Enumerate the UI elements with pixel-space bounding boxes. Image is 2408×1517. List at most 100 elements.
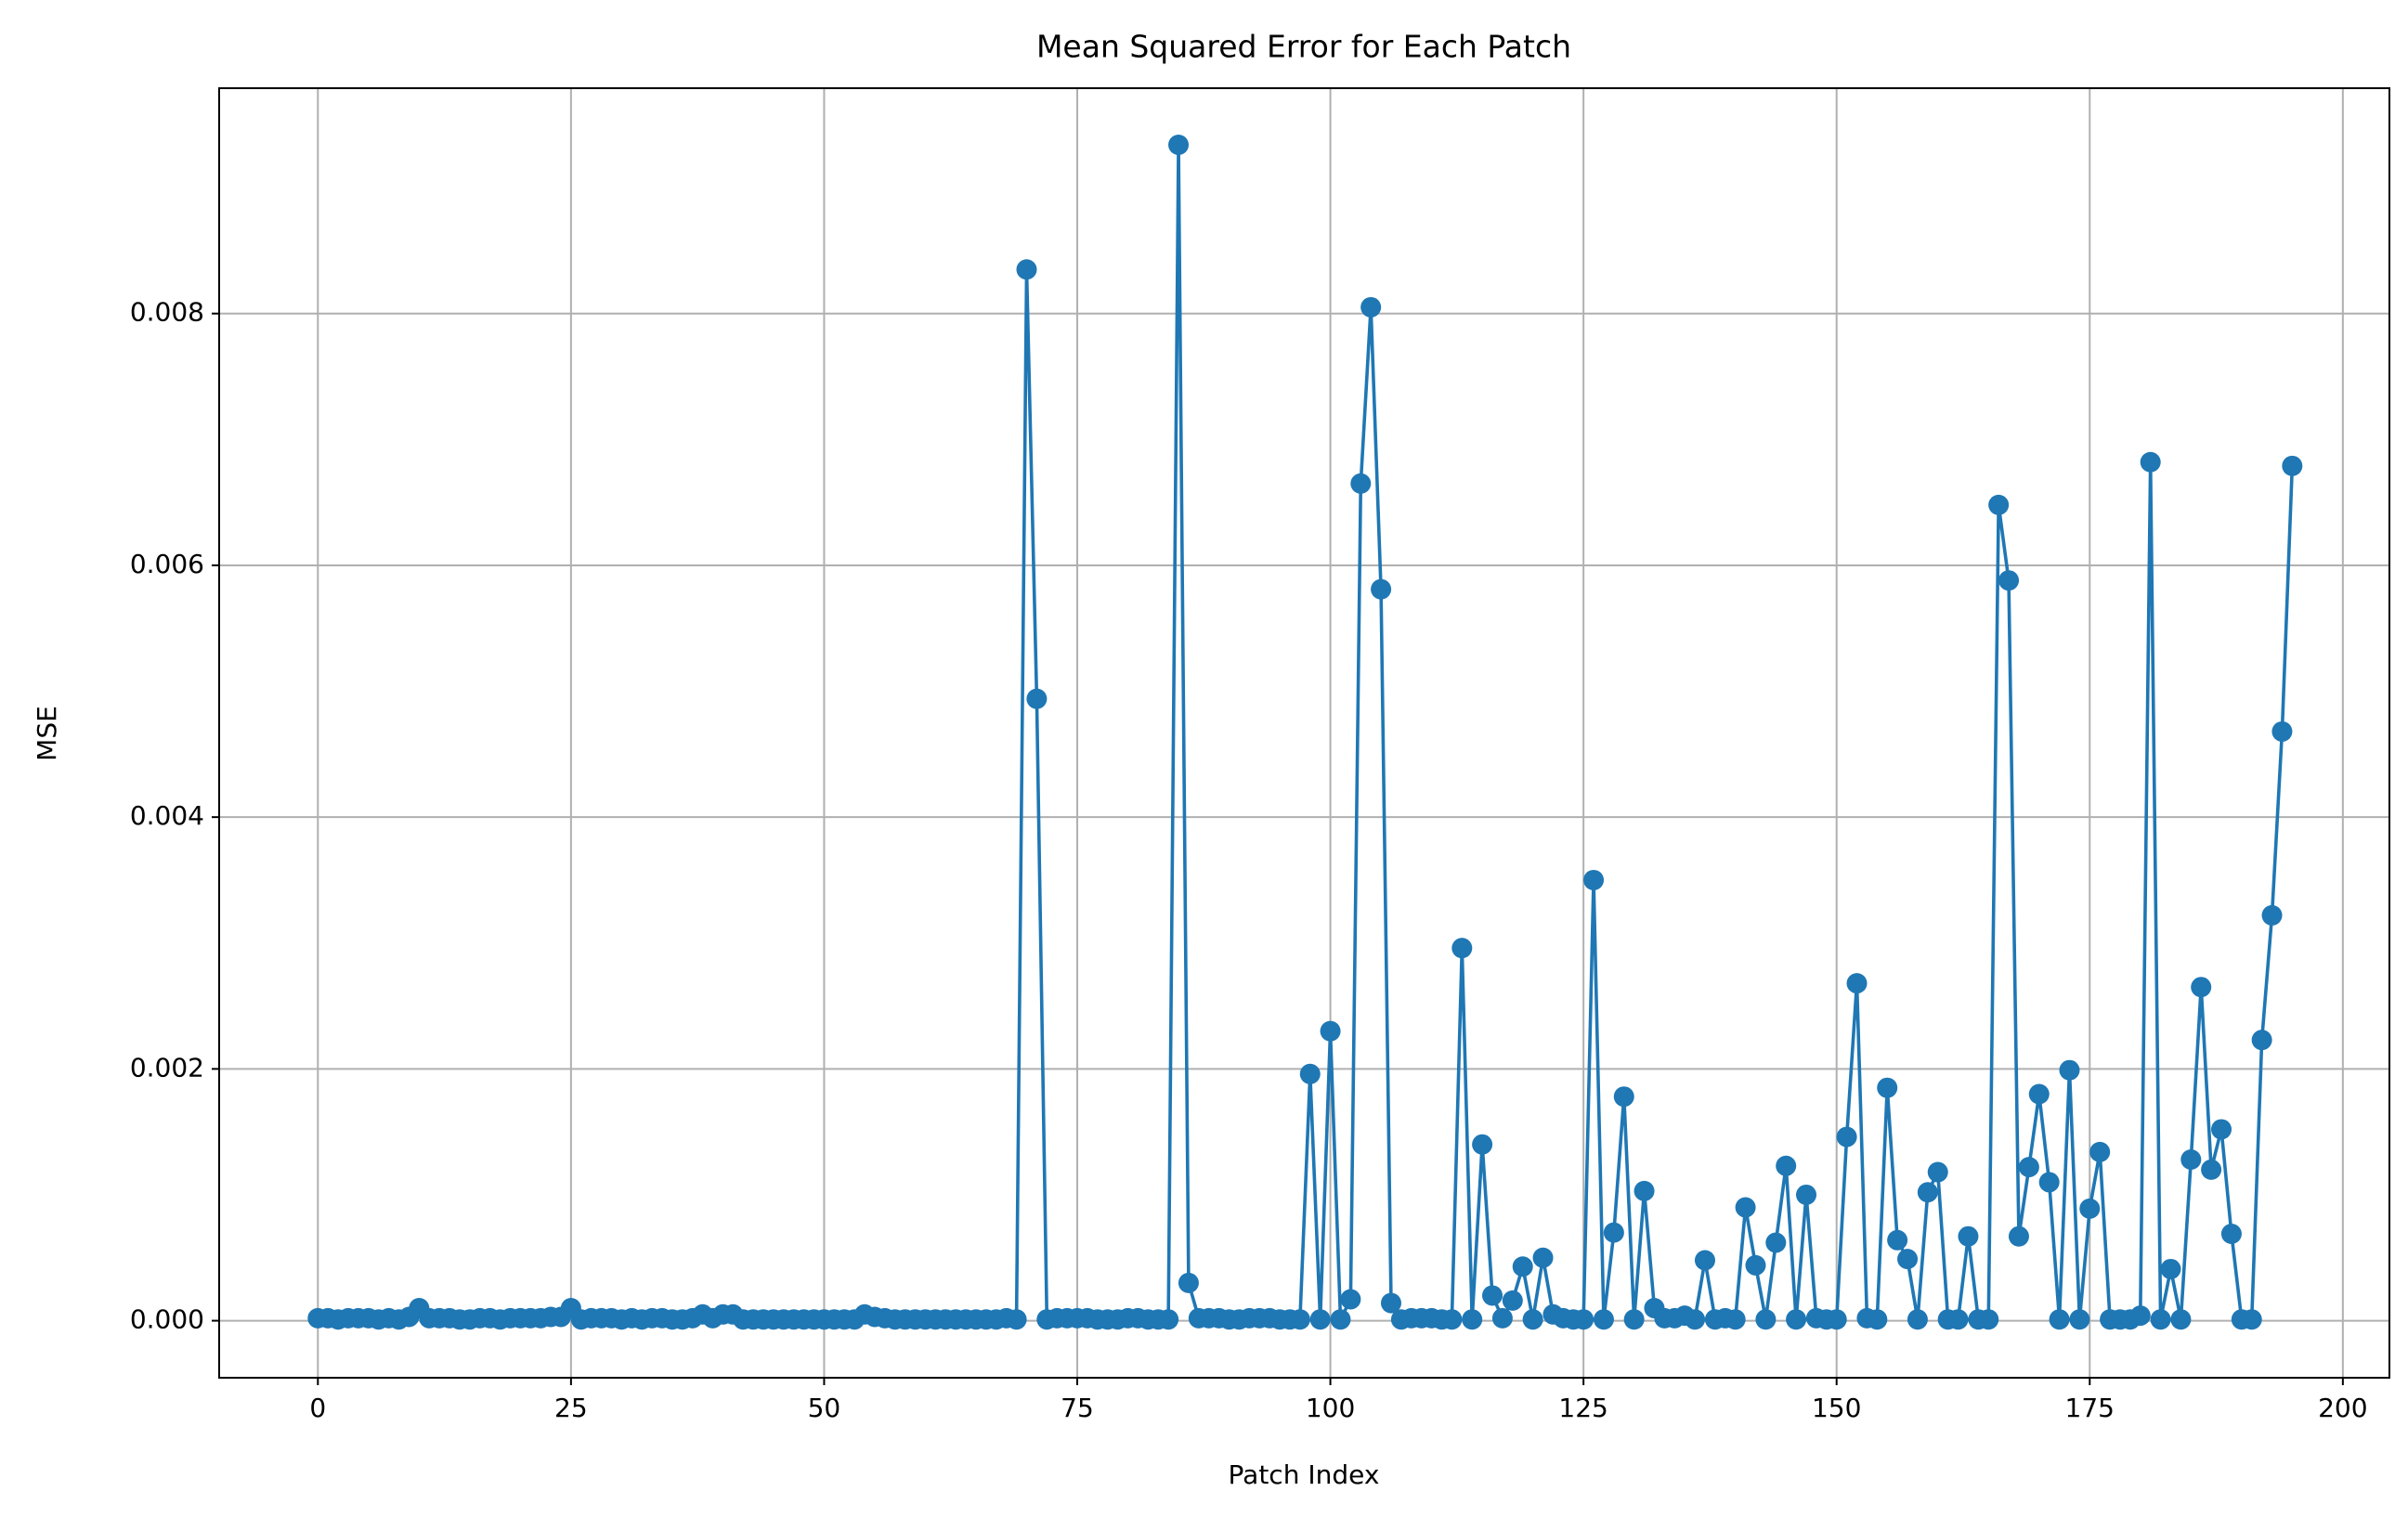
data-point <box>1380 1292 1401 1314</box>
data-point <box>2160 1258 2181 1279</box>
data-point <box>1532 1247 1554 1268</box>
data-point <box>1462 1309 1483 1330</box>
data-point <box>2129 1305 2151 1327</box>
data-point <box>1786 1309 1807 1330</box>
data-point <box>2150 1309 2171 1330</box>
data-point <box>1482 1285 1503 1306</box>
data-point <box>1846 973 1868 994</box>
data-point <box>1340 1289 1361 1310</box>
data-point <box>2038 1172 2060 1193</box>
data-point <box>1168 135 1190 156</box>
data-point <box>1603 1222 1624 1243</box>
data-point <box>2170 1309 2192 1330</box>
x-tick-label: 75 <box>1061 1393 1094 1423</box>
x-tick-label: 175 <box>2065 1393 2115 1423</box>
data-point <box>1836 1126 1857 1147</box>
data-point <box>2241 1309 2262 1330</box>
data-point <box>1472 1134 1493 1155</box>
data-point <box>2028 1083 2050 1105</box>
data-point <box>1745 1254 1766 1276</box>
data-point <box>1998 570 2020 591</box>
data-point <box>1573 1309 1594 1330</box>
x-tick-label: 200 <box>2318 1393 2367 1423</box>
x-tick-label: 125 <box>1558 1393 1608 1423</box>
data-point <box>1593 1309 1614 1330</box>
data-point <box>2089 1141 2111 1162</box>
x-tick-label: 50 <box>808 1393 841 1423</box>
x-tick-label: 100 <box>1306 1393 1355 1423</box>
data-point <box>1451 938 1473 959</box>
data-point <box>1917 1182 1938 1203</box>
data-point <box>1360 296 1382 318</box>
data-point <box>2140 451 2161 473</box>
data-point <box>1371 578 1392 600</box>
data-point <box>1309 1309 1331 1330</box>
data-point <box>1350 473 1372 494</box>
data-point <box>1907 1309 1928 1330</box>
x-tick-label: 150 <box>1812 1393 1861 1423</box>
data-point <box>2059 1059 2080 1081</box>
data-point <box>1299 1063 1321 1084</box>
y-axis-label: MSE <box>32 706 62 761</box>
data-point <box>2008 1225 2029 1247</box>
data-point <box>2220 1224 2242 1245</box>
data-point <box>1826 1309 1847 1330</box>
data-point <box>2201 1159 2222 1180</box>
data-point <box>1725 1309 1746 1330</box>
data-point <box>1927 1161 1948 1183</box>
data-point <box>1320 1020 1341 1042</box>
data-point <box>2282 455 2303 476</box>
data-point <box>1735 1197 1756 1218</box>
data-point <box>1016 259 1037 280</box>
x-axis-label: Patch Index <box>1229 1459 1380 1490</box>
data-point <box>1978 1309 1999 1330</box>
data-point <box>1947 1309 1969 1330</box>
data-point <box>1491 1307 1513 1329</box>
data-point <box>1634 1180 1655 1201</box>
data-point <box>1026 688 1048 709</box>
data-point <box>1512 1256 1533 1277</box>
data-point <box>1330 1309 1351 1330</box>
plot-frame <box>218 87 2390 1379</box>
data-point <box>2271 720 2293 742</box>
data-point <box>1178 1272 1199 1293</box>
data-point <box>1765 1232 1787 1253</box>
x-tick-label: 25 <box>554 1393 588 1423</box>
data-point <box>1289 1309 1310 1330</box>
data-point <box>1877 1077 1898 1098</box>
data-point <box>2251 1030 2272 1051</box>
data-point <box>2191 977 2212 998</box>
series-line <box>318 143 2295 1322</box>
data-point <box>1623 1309 1645 1330</box>
data-point <box>1694 1250 1715 1271</box>
data-point <box>1685 1309 1706 1330</box>
data-point <box>1613 1086 1634 1108</box>
data-point <box>2079 1198 2101 1219</box>
data-point <box>1958 1225 1979 1247</box>
data-point <box>1583 869 1605 890</box>
y-tick-label: 0.006 <box>130 549 204 579</box>
data-point <box>1988 494 2010 515</box>
y-tick-label: 0.000 <box>130 1304 204 1335</box>
data-point <box>2211 1119 2232 1140</box>
data-point <box>1897 1249 1919 1270</box>
data-point <box>1755 1309 1777 1330</box>
data-point <box>1006 1309 1027 1330</box>
data-point <box>1867 1309 1888 1330</box>
data-point <box>1502 1290 1523 1311</box>
data-point <box>1796 1184 1817 1205</box>
data-point <box>2180 1148 2202 1170</box>
data-point <box>1158 1309 1179 1330</box>
data-point <box>2049 1309 2070 1330</box>
chart-title: Mean Squared Error for Each Patch <box>1036 29 1571 65</box>
y-tick-label: 0.008 <box>130 297 204 328</box>
data-point <box>2261 904 2283 926</box>
data-point <box>2018 1157 2039 1178</box>
y-tick-label: 0.002 <box>130 1052 204 1083</box>
data-point <box>1441 1309 1463 1330</box>
data-point <box>1887 1229 1908 1251</box>
y-tick-label: 0.004 <box>130 800 204 831</box>
data-point <box>2069 1309 2090 1330</box>
